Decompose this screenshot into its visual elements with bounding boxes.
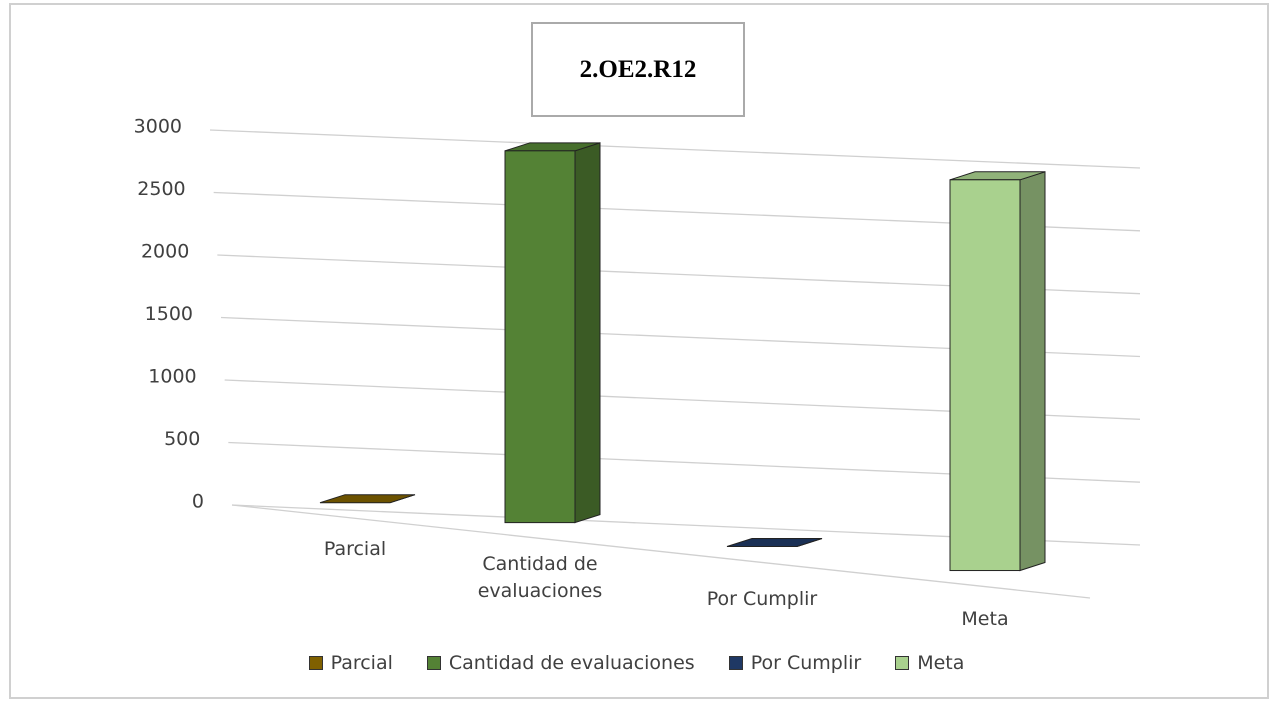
legend-item: Cantidad de evaluaciones [426,652,695,674]
legend-swatch [895,656,910,670]
chart-title: 2.OE2.R12 [531,22,745,117]
frame [9,3,1269,699]
y-tick-label: 1000 [148,366,196,388]
legend: Parcial Cantidad de evaluaciones Por Cumpl… [0,652,1273,674]
grid-line [209,129,1141,169]
bar-top [726,538,823,548]
y-tick-label: 500 [164,428,200,450]
x-tick-label: Parcial [323,538,387,560]
legend-item: Por Cumplir [728,652,862,674]
floor-edge [231,504,1091,599]
bar [504,150,576,524]
bar-side [1019,171,1046,572]
legend-item: Parcial [308,652,393,674]
y-tick-label: 1500 [145,303,193,325]
x-tick-label: Meta [961,608,1009,630]
legend-label: Cantidad de evaluaciones [448,652,695,674]
legend-label: Meta [917,652,965,674]
legend-label: Parcial [330,652,393,674]
y-tick-label: 2000 [141,241,189,263]
bar-top [319,494,416,504]
y-tick-label: 3000 [134,116,182,138]
x-tick-label: Por Cumplir [706,588,818,610]
bar [949,179,1021,572]
legend-swatch [426,656,441,670]
legend-item: Meta [895,652,964,674]
y-tick-label: 0 [192,491,204,513]
x-tick-label: Cantidad de evaluaciones [477,553,603,602]
bar-side [574,142,601,524]
legend-swatch [308,656,323,670]
legend-swatch [728,656,743,670]
y-tick-label: 2500 [137,178,185,200]
legend-label: Por Cumplir [750,652,862,674]
